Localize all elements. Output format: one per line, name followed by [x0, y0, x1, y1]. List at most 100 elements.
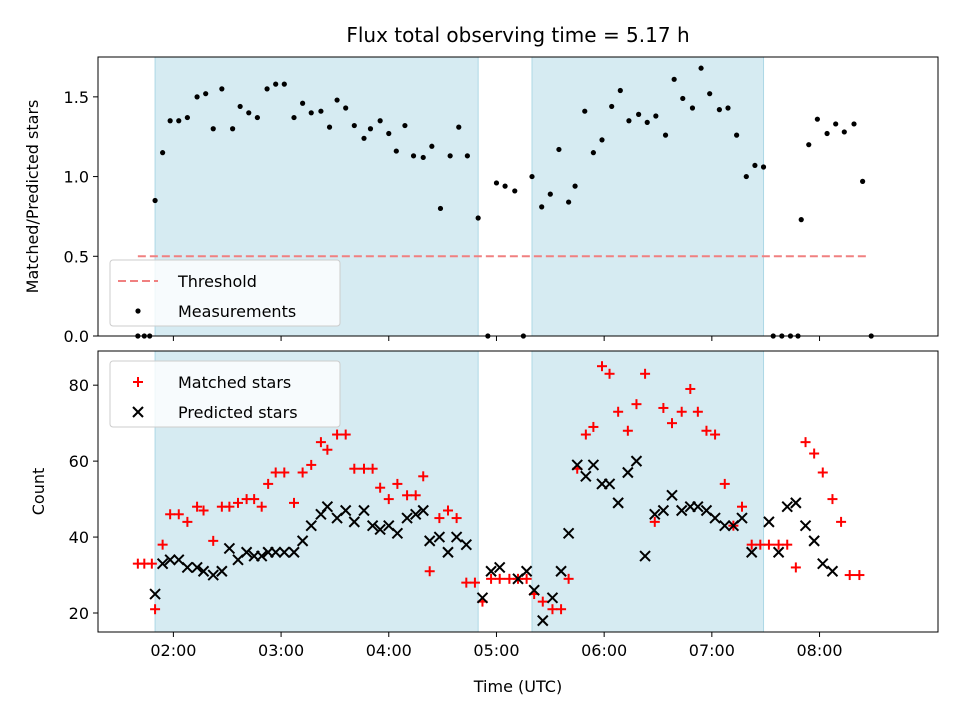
data-point-0-77: [782, 539, 793, 550]
data-point-0-13: [233, 497, 243, 508]
x-stroke-b: [666, 489, 678, 502]
data-point-1-19: [305, 519, 317, 532]
data-point-0-67: [692, 406, 703, 417]
x-stroke-b: [181, 561, 194, 574]
data-point-0-66: [685, 383, 696, 394]
x-stroke-b: [790, 497, 802, 509]
data-point-0-44: [494, 573, 505, 584]
data-point-0-20: [289, 497, 299, 508]
data-point-0-7: [182, 516, 193, 527]
x-stroke-b: [719, 519, 731, 532]
legend: Threshold Measurements: [109, 259, 341, 327]
data-point-0-30: [386, 130, 392, 137]
data-point-0-74: [755, 539, 766, 550]
data-point-0-79: [814, 116, 820, 122]
data-point-1-13: [255, 550, 268, 562]
x-stroke-b: [520, 565, 533, 577]
data-point-0-23: [326, 124, 333, 130]
data-point-1-65: [719, 519, 731, 532]
data-point-0-83: [836, 516, 847, 527]
data-point-0-12: [230, 126, 236, 132]
data-point-1-48: [571, 459, 583, 471]
data-point-0-39: [451, 513, 462, 524]
data-point-0-48: [547, 191, 553, 197]
data-point-0-62: [649, 516, 660, 527]
x-stroke-b: [450, 531, 463, 543]
y-tick-label-3: 1.5: [64, 88, 89, 107]
data-point-0-77: [798, 217, 804, 223]
data-point-1-25: [358, 504, 370, 517]
data-point-0-70: [743, 173, 749, 180]
plot-frame: [97, 56, 939, 337]
data-point-1-62: [692, 500, 704, 513]
data-point-0-45: [504, 573, 515, 584]
data-point-0-50: [547, 604, 558, 615]
data-point-1-76: [826, 565, 839, 577]
data-point-1-58: [657, 504, 670, 517]
data-point-0-53: [590, 150, 596, 156]
data-point-1-18: [296, 535, 309, 547]
data-point-1-74: [808, 535, 820, 547]
data-point-0-33: [402, 490, 413, 501]
x-tick-label-0: 02:00: [150, 641, 196, 660]
data-point-0-38: [443, 505, 453, 516]
x-stroke-b: [799, 519, 812, 532]
x-stroke-b: [156, 557, 169, 570]
legend: Matched stars Predicted stars: [109, 360, 341, 428]
data-point-0-49: [537, 596, 548, 607]
data-point-1-44: [537, 614, 549, 627]
data-point-0-22: [306, 459, 317, 470]
data-point-1-54: [622, 466, 634, 479]
y-tick-label-2: 1.0: [64, 168, 89, 187]
legend-label-0: Threshold: [177, 272, 257, 291]
data-point-0-54: [580, 429, 591, 440]
x-stroke-b: [745, 546, 758, 558]
data-point-1-30: [401, 512, 413, 524]
x-stroke-b: [391, 527, 404, 539]
x-stroke-b: [808, 535, 820, 547]
x-stroke-b: [339, 504, 352, 517]
data-point-0-17: [273, 81, 279, 87]
series-1: [149, 455, 839, 627]
data-point-1-29: [391, 527, 404, 539]
data-point-1-64: [709, 512, 721, 524]
data-point-0-13: [237, 103, 243, 110]
data-point-0-66: [707, 91, 713, 97]
data-point-0-62: [671, 76, 677, 82]
data-point-0-64: [689, 105, 696, 111]
data-point-0-25: [343, 105, 349, 111]
x-stroke-b: [460, 538, 473, 551]
x-stroke-b: [562, 527, 575, 539]
data-point-0-5: [167, 118, 173, 124]
data-point-0-60: [631, 399, 642, 410]
data-point-0-36: [424, 566, 435, 577]
data-point-0-75: [763, 539, 774, 550]
x-stroke-b: [555, 565, 567, 577]
x-stroke-b: [423, 535, 436, 547]
data-point-0-8: [194, 94, 200, 100]
bottom-panel-counts: 02:00 03:00 04:00 05:00 06:00 07:00 08:00 20 40 6…: [29, 350, 939, 660]
data-point-0-3: [150, 604, 161, 615]
data-point-1-31: [409, 508, 422, 520]
data-point-0-65: [698, 65, 704, 71]
data-point-1-0: [149, 588, 161, 600]
legend-swatch-1: [135, 308, 141, 314]
y-axis-label: Matched/Predicted stars: [23, 100, 42, 294]
data-point-1-23: [339, 504, 352, 517]
x-stroke-b: [537, 614, 549, 627]
data-point-0-7: [184, 114, 190, 121]
data-point-0-40: [475, 215, 481, 221]
data-point-0-56: [617, 87, 623, 94]
data-point-0-44: [512, 188, 518, 194]
y-tick-label-3: 80: [69, 376, 89, 395]
x-tick-label-2: 04:00: [366, 641, 412, 660]
data-point-0-21: [297, 467, 308, 478]
x-stroke-b: [207, 569, 219, 581]
data-point-0-16: [256, 501, 267, 512]
data-point-1-38: [476, 592, 489, 604]
data-point-0-37: [447, 153, 453, 159]
data-point-0-6: [173, 509, 184, 520]
x-stroke-b: [288, 546, 300, 558]
data-point-0-57: [626, 118, 632, 124]
x-stroke-b: [348, 516, 361, 528]
